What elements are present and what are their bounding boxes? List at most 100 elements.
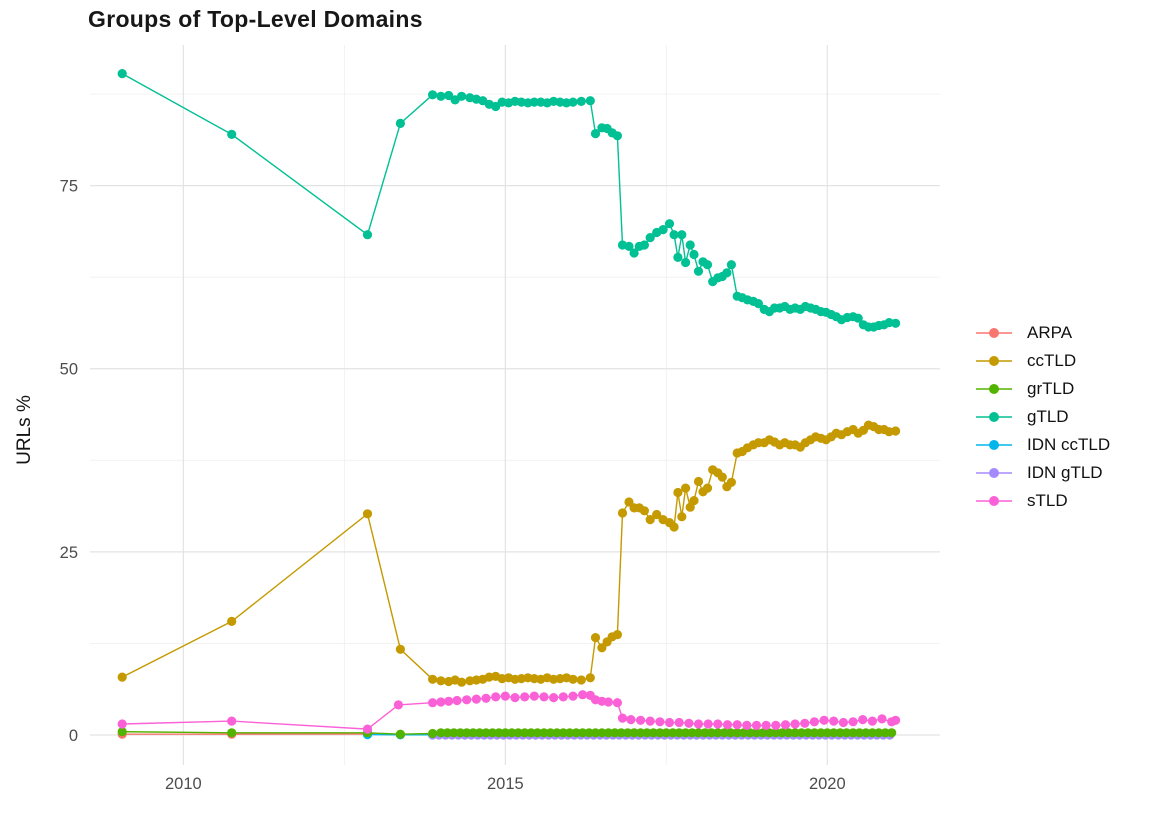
data-point-grTLD: [726, 728, 736, 738]
data-point-grTLD: [487, 728, 498, 738]
data-point-ccTLD: [726, 477, 737, 487]
data-point-ccTLD: [590, 633, 601, 643]
legend-key-icon: [976, 440, 1012, 450]
data-point-sTLD: [809, 717, 820, 727]
data-point-gTLD: [726, 260, 737, 270]
data-point-grTLD: [520, 728, 530, 738]
data-point-grTLD: [803, 728, 813, 738]
data-point-grTLD: [655, 728, 665, 738]
data-point-grTLD: [532, 728, 543, 738]
data-point-ccTLD: [673, 487, 683, 498]
data-point-gTLD: [722, 268, 732, 278]
data-point-grTLD: [513, 728, 523, 738]
data-point-grTLD: [623, 728, 633, 738]
data-point-sTLD: [693, 719, 704, 729]
chart-title: Groups of Top-Level Domains: [88, 6, 423, 32]
data-point-sTLD: [436, 697, 446, 707]
data-point-grTLD: [539, 728, 549, 738]
legend-item-IDN-gTLD: IDN gTLD: [975, 459, 1110, 487]
legend-item-ARPA: ARPA: [975, 319, 1110, 347]
data-point-ccTLD: [395, 644, 405, 654]
data-point-grTLD: [668, 728, 678, 738]
data-point-gTLD: [529, 97, 539, 107]
data-point-ccTLD: [702, 483, 713, 493]
data-point-gTLD: [753, 299, 764, 309]
data-point-grTLD: [545, 728, 556, 738]
data-point-grTLD: [395, 729, 405, 739]
data-point-ccTLD: [585, 673, 595, 683]
data-point-grTLD: [629, 728, 639, 738]
data-point-sTLD: [891, 715, 901, 725]
x-tick-label: 2010: [165, 775, 202, 793]
data-point-sTLD: [722, 720, 733, 730]
legend: ARPA ccTLD grTLD gTLD IDN ccTLD IDN gTLD sTLD: [975, 319, 1110, 515]
data-point-grTLD: [764, 728, 775, 738]
data-point-gTLD: [585, 96, 595, 106]
data-point-grTLD: [687, 728, 697, 738]
data-point-grTLD: [475, 728, 485, 738]
data-point-sTLD: [858, 715, 868, 725]
data-point-grTLD: [462, 728, 472, 738]
data-point-grTLD: [526, 728, 536, 738]
data-point-grTLD: [481, 728, 491, 738]
data-point-sTLD: [771, 720, 781, 731]
data-point-ccTLD: [436, 676, 446, 686]
data-point-gTLD: [590, 129, 601, 139]
legend-key-icon: [976, 356, 1012, 366]
data-point-sTLD: [626, 715, 636, 725]
data-point-grTLD: [745, 728, 755, 738]
legend-key-icon: [976, 328, 1012, 338]
data-point-grTLD: [751, 728, 762, 738]
data-point-grTLD: [867, 728, 878, 738]
data-point-gTLD: [436, 91, 446, 101]
legend-label: sTLD: [1027, 491, 1068, 510]
data-point-grTLD: [887, 728, 897, 738]
data-point-gTLD: [658, 225, 668, 235]
legend-label: gTLD: [1027, 407, 1069, 426]
data-point-ccTLD: [617, 508, 628, 518]
data-point-grTLD: [842, 728, 852, 738]
data-point-ccTLD: [652, 509, 662, 520]
data-point-gTLD: [702, 260, 713, 270]
legend-key-icon: [976, 384, 1012, 394]
data-point-gTLD: [457, 91, 467, 101]
legend-label: IDN gTLD: [1027, 463, 1103, 482]
data-point-ccTLD: [612, 630, 623, 640]
data-point-grTLD: [797, 728, 807, 738]
data-point-sTLD: [713, 719, 723, 729]
data-point-sTLD: [664, 717, 675, 728]
data-point-gTLD: [639, 240, 650, 250]
data-point-gTLD: [664, 219, 675, 229]
data-point-grTLD: [809, 728, 820, 738]
data-point-sTLD: [732, 720, 742, 730]
data-point-gTLD: [612, 131, 623, 141]
data-point-gTLD: [673, 252, 683, 262]
data-point-gTLD: [362, 230, 373, 240]
data-point-grTLD: [610, 728, 620, 738]
data-point-grTLD: [616, 728, 626, 738]
x-tick-label: 2020: [809, 775, 846, 793]
data-point-gTLD: [891, 318, 901, 328]
data-point-ccTLD: [639, 506, 650, 516]
x-tick-label: 2015: [487, 775, 524, 793]
data-point-grTLD: [571, 728, 581, 738]
data-point-grTLD: [739, 728, 749, 738]
data-point-sTLD: [645, 716, 655, 726]
y-tick-label: 0: [69, 727, 78, 745]
data-point-gTLD: [227, 129, 237, 139]
data-point-gTLD: [629, 248, 639, 258]
data-point-ccTLD: [597, 643, 607, 653]
data-point-grTLD: [494, 728, 504, 738]
data-point-sTLD: [703, 719, 713, 729]
y-tick-label: 50: [60, 361, 78, 379]
legend-key-icon: [976, 496, 1012, 506]
data-point-grTLD: [597, 728, 607, 738]
data-point-grTLD: [854, 728, 865, 738]
data-point-grTLD: [558, 728, 568, 738]
data-point-grTLD: [777, 728, 787, 738]
data-point-sTLD: [848, 717, 858, 727]
data-point-grTLD: [565, 728, 575, 738]
data-point-grTLD: [603, 728, 614, 738]
data-point-ccTLD: [677, 512, 687, 522]
data-point-gTLD: [853, 313, 863, 323]
